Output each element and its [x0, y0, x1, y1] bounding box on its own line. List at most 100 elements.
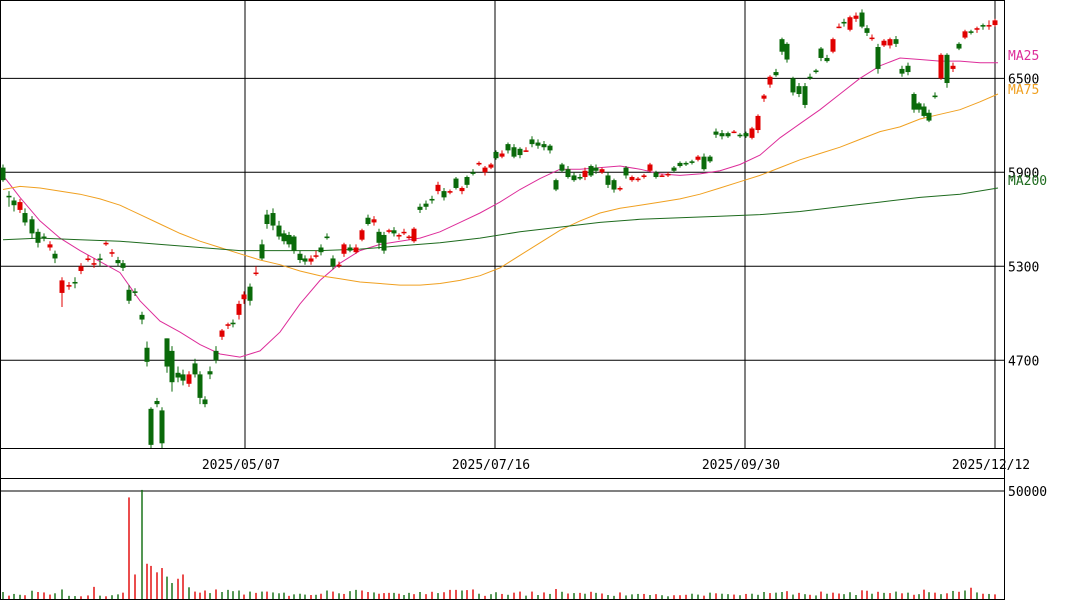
- candle: [270, 208, 276, 231]
- candle-body: [659, 175, 665, 177]
- candle-body: [767, 76, 773, 85]
- candle: [859, 9, 865, 29]
- candle: [78, 263, 84, 275]
- candle-body: [916, 103, 922, 110]
- candle: [291, 234, 297, 254]
- candle-body: [701, 156, 707, 170]
- candle: [441, 187, 447, 201]
- price-panel-frame: [0, 0, 1005, 449]
- candle-body: [139, 314, 145, 320]
- candle-body: [175, 372, 181, 378]
- candle: [599, 167, 605, 174]
- moving-average-legend: MA25 MA75 MA200: [1008, 49, 1047, 189]
- candle: [571, 172, 577, 182]
- ma-label-ma75: MA75: [1008, 83, 1039, 98]
- candle-body: [365, 217, 371, 224]
- candle-body: [841, 21, 847, 24]
- candle-body: [401, 231, 407, 234]
- candle-body: [802, 86, 808, 105]
- candle: [719, 130, 725, 140]
- candle-body: [523, 150, 529, 152]
- candle-body: [72, 281, 78, 284]
- candle: [926, 109, 932, 123]
- candle: [411, 227, 417, 243]
- candle-body: [169, 350, 175, 383]
- candle: [318, 244, 324, 256]
- candle-body: [577, 177, 583, 179]
- candle-body: [535, 142, 541, 146]
- candle-body: [713, 131, 719, 135]
- candle-body: [582, 170, 588, 178]
- candle: [847, 15, 853, 32]
- candle-body: [264, 214, 270, 224]
- candle: [109, 249, 115, 257]
- candle-body: [719, 133, 725, 137]
- candle: [689, 159, 695, 165]
- candle: [453, 177, 459, 190]
- candle: [899, 65, 905, 77]
- candle: [535, 139, 541, 149]
- candle: [517, 147, 523, 159]
- candle-body: [869, 37, 875, 40]
- candle-body: [921, 106, 927, 116]
- candle-body: [29, 219, 35, 234]
- candle: [881, 39, 887, 47]
- volume-panel-frame: [0, 478, 1005, 600]
- candle-body: [847, 17, 853, 30]
- candle: [635, 177, 641, 182]
- candle-body: [635, 178, 641, 181]
- candle: [435, 181, 441, 195]
- ma-line-ma25: [2, 57, 998, 358]
- ma-line-ma200: [2, 187, 999, 252]
- candle: [864, 25, 870, 37]
- price-tick-label: 5900: [1008, 166, 1039, 181]
- candle-body: [511, 147, 517, 157]
- candle: [875, 43, 881, 74]
- candle-body: [66, 285, 72, 287]
- candle: [35, 228, 41, 248]
- candle-body: [499, 153, 505, 157]
- candle-body: [297, 253, 303, 261]
- candle: [302, 255, 308, 265]
- candle-body: [41, 236, 47, 239]
- candle: [841, 18, 847, 27]
- candle: [406, 234, 412, 240]
- candle-body: [447, 191, 453, 193]
- candle-body: [980, 25, 986, 27]
- candle: [547, 144, 553, 154]
- candle-body: [219, 330, 225, 337]
- candle-body: [779, 39, 785, 52]
- candle-body: [695, 156, 701, 160]
- candle: [986, 20, 992, 30]
- candle-body: [276, 225, 282, 237]
- candle: [611, 178, 617, 193]
- candle: [887, 37, 893, 49]
- ma-label-ma25: MA25: [1008, 49, 1039, 64]
- candle-body: [353, 247, 359, 253]
- candle: [932, 92, 938, 99]
- candle-body: [541, 144, 547, 148]
- candle-body: [52, 253, 58, 259]
- candle: [541, 140, 547, 151]
- ma-line-ma75: [2, 93, 999, 286]
- candle: [695, 155, 701, 162]
- candle-body: [565, 169, 571, 178]
- candle: [725, 131, 731, 138]
- candle-body: [281, 233, 287, 242]
- candle: [582, 167, 588, 181]
- candle: [186, 371, 192, 387]
- candle: [429, 195, 435, 204]
- candle-body: [6, 195, 12, 198]
- candle-body: [932, 95, 938, 98]
- candle-body: [905, 65, 911, 73]
- candle-body: [605, 175, 611, 185]
- candle-body: [853, 15, 859, 19]
- candle: [91, 258, 97, 268]
- candle-body: [887, 39, 893, 46]
- candle-body: [725, 133, 731, 137]
- candle-body: [790, 78, 796, 93]
- candle: [0, 164, 6, 182]
- candle: [671, 166, 677, 173]
- candle: [476, 161, 482, 167]
- candle-body: [899, 68, 905, 74]
